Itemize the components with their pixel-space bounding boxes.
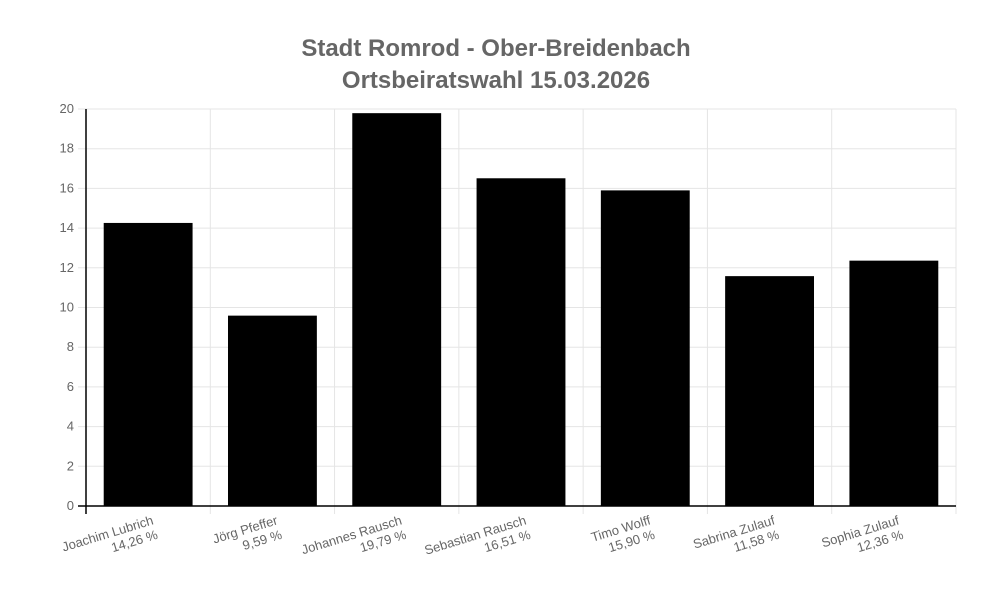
x-category-label: Sophia Zulauf12,36 % — [820, 512, 906, 564]
y-tick-label: 10 — [60, 300, 74, 315]
bar — [103, 222, 193, 506]
y-tick-label: 14 — [60, 220, 74, 235]
bar — [600, 190, 690, 506]
bar — [227, 315, 317, 506]
y-tick-label: 8 — [67, 339, 74, 354]
y-tick-label: 18 — [60, 141, 74, 156]
y-tick-label: 4 — [67, 419, 74, 434]
x-category-label: Joachim Lubrich14,26 % — [60, 512, 160, 568]
x-category-label: Sebastian Rausch16,51 % — [423, 512, 533, 572]
x-category-label: Sabrina Zulauf11,58 % — [691, 512, 781, 566]
axes — [78, 109, 956, 514]
y-tick-label: 20 — [60, 101, 74, 116]
x-category-label: Johannes Rausch19,79 % — [300, 512, 409, 571]
chart-title: Stadt Romrod - Ober-Breidenbach Ortsbeir… — [301, 35, 690, 94]
x-category-label: Timo Wolff15,90 % — [589, 512, 657, 559]
y-tick-label: 16 — [60, 180, 74, 195]
bar — [849, 260, 939, 506]
y-tick-label: 0 — [67, 498, 74, 513]
chart-title-line-2: Ortsbeiratswahl 15.03.2026 — [342, 67, 650, 94]
bar — [725, 276, 815, 506]
y-tick-label: 2 — [67, 458, 74, 473]
bar — [476, 178, 566, 507]
bar — [352, 113, 442, 506]
chart-title-line-1: Stadt Romrod - Ober-Breidenbach — [301, 35, 690, 62]
y-tick-label: 12 — [60, 260, 74, 275]
bars — [103, 113, 939, 507]
x-category-label: Jörg Pfeffer9,59 % — [211, 512, 284, 560]
y-tick-label: 6 — [67, 379, 74, 394]
